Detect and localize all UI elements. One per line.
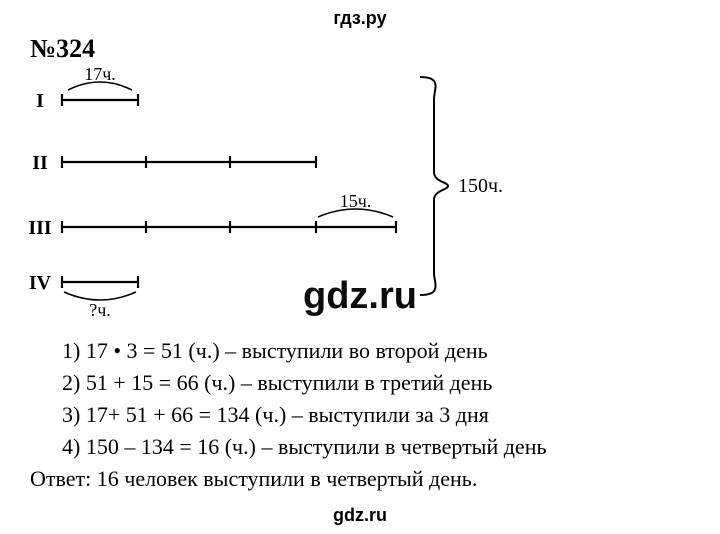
svg-text:17ч.: 17ч. bbox=[84, 64, 116, 84]
solution-step: 1) 17 • 3 = 51 (ч.) – выступили во второ… bbox=[30, 335, 690, 367]
svg-text:150ч.: 150ч. bbox=[458, 175, 503, 197]
brand-footer: gdz.ru bbox=[0, 505, 720, 526]
solution-answer: Ответ: 16 человек выступили в четвертый … bbox=[30, 463, 690, 495]
solution-step: 2) 51 + 15 = 66 (ч.) – выступили в трети… bbox=[30, 367, 690, 399]
svg-text:IV: IV bbox=[29, 272, 52, 294]
brand-top: гдз.ру bbox=[0, 8, 720, 29]
solution-step: 3) 17+ 51 + 66 = 134 (ч.) – выступили за… bbox=[30, 399, 690, 431]
svg-text:?ч.: ?ч. bbox=[89, 300, 111, 320]
solution-block: 1) 17 • 3 = 51 (ч.) – выступили во второ… bbox=[30, 335, 690, 494]
svg-text:III: III bbox=[28, 217, 52, 239]
svg-text:15ч.: 15ч. bbox=[340, 191, 372, 211]
svg-text:II: II bbox=[32, 152, 48, 174]
problem-number: №324 bbox=[30, 34, 95, 64]
solution-step: 4) 150 – 134 = 16 (ч.) – выступили в чет… bbox=[30, 431, 690, 463]
svg-text:I: I bbox=[36, 90, 44, 112]
segment-diagram: I17ч.IIIII15ч.IV?ч.150ч. bbox=[20, 62, 520, 312]
